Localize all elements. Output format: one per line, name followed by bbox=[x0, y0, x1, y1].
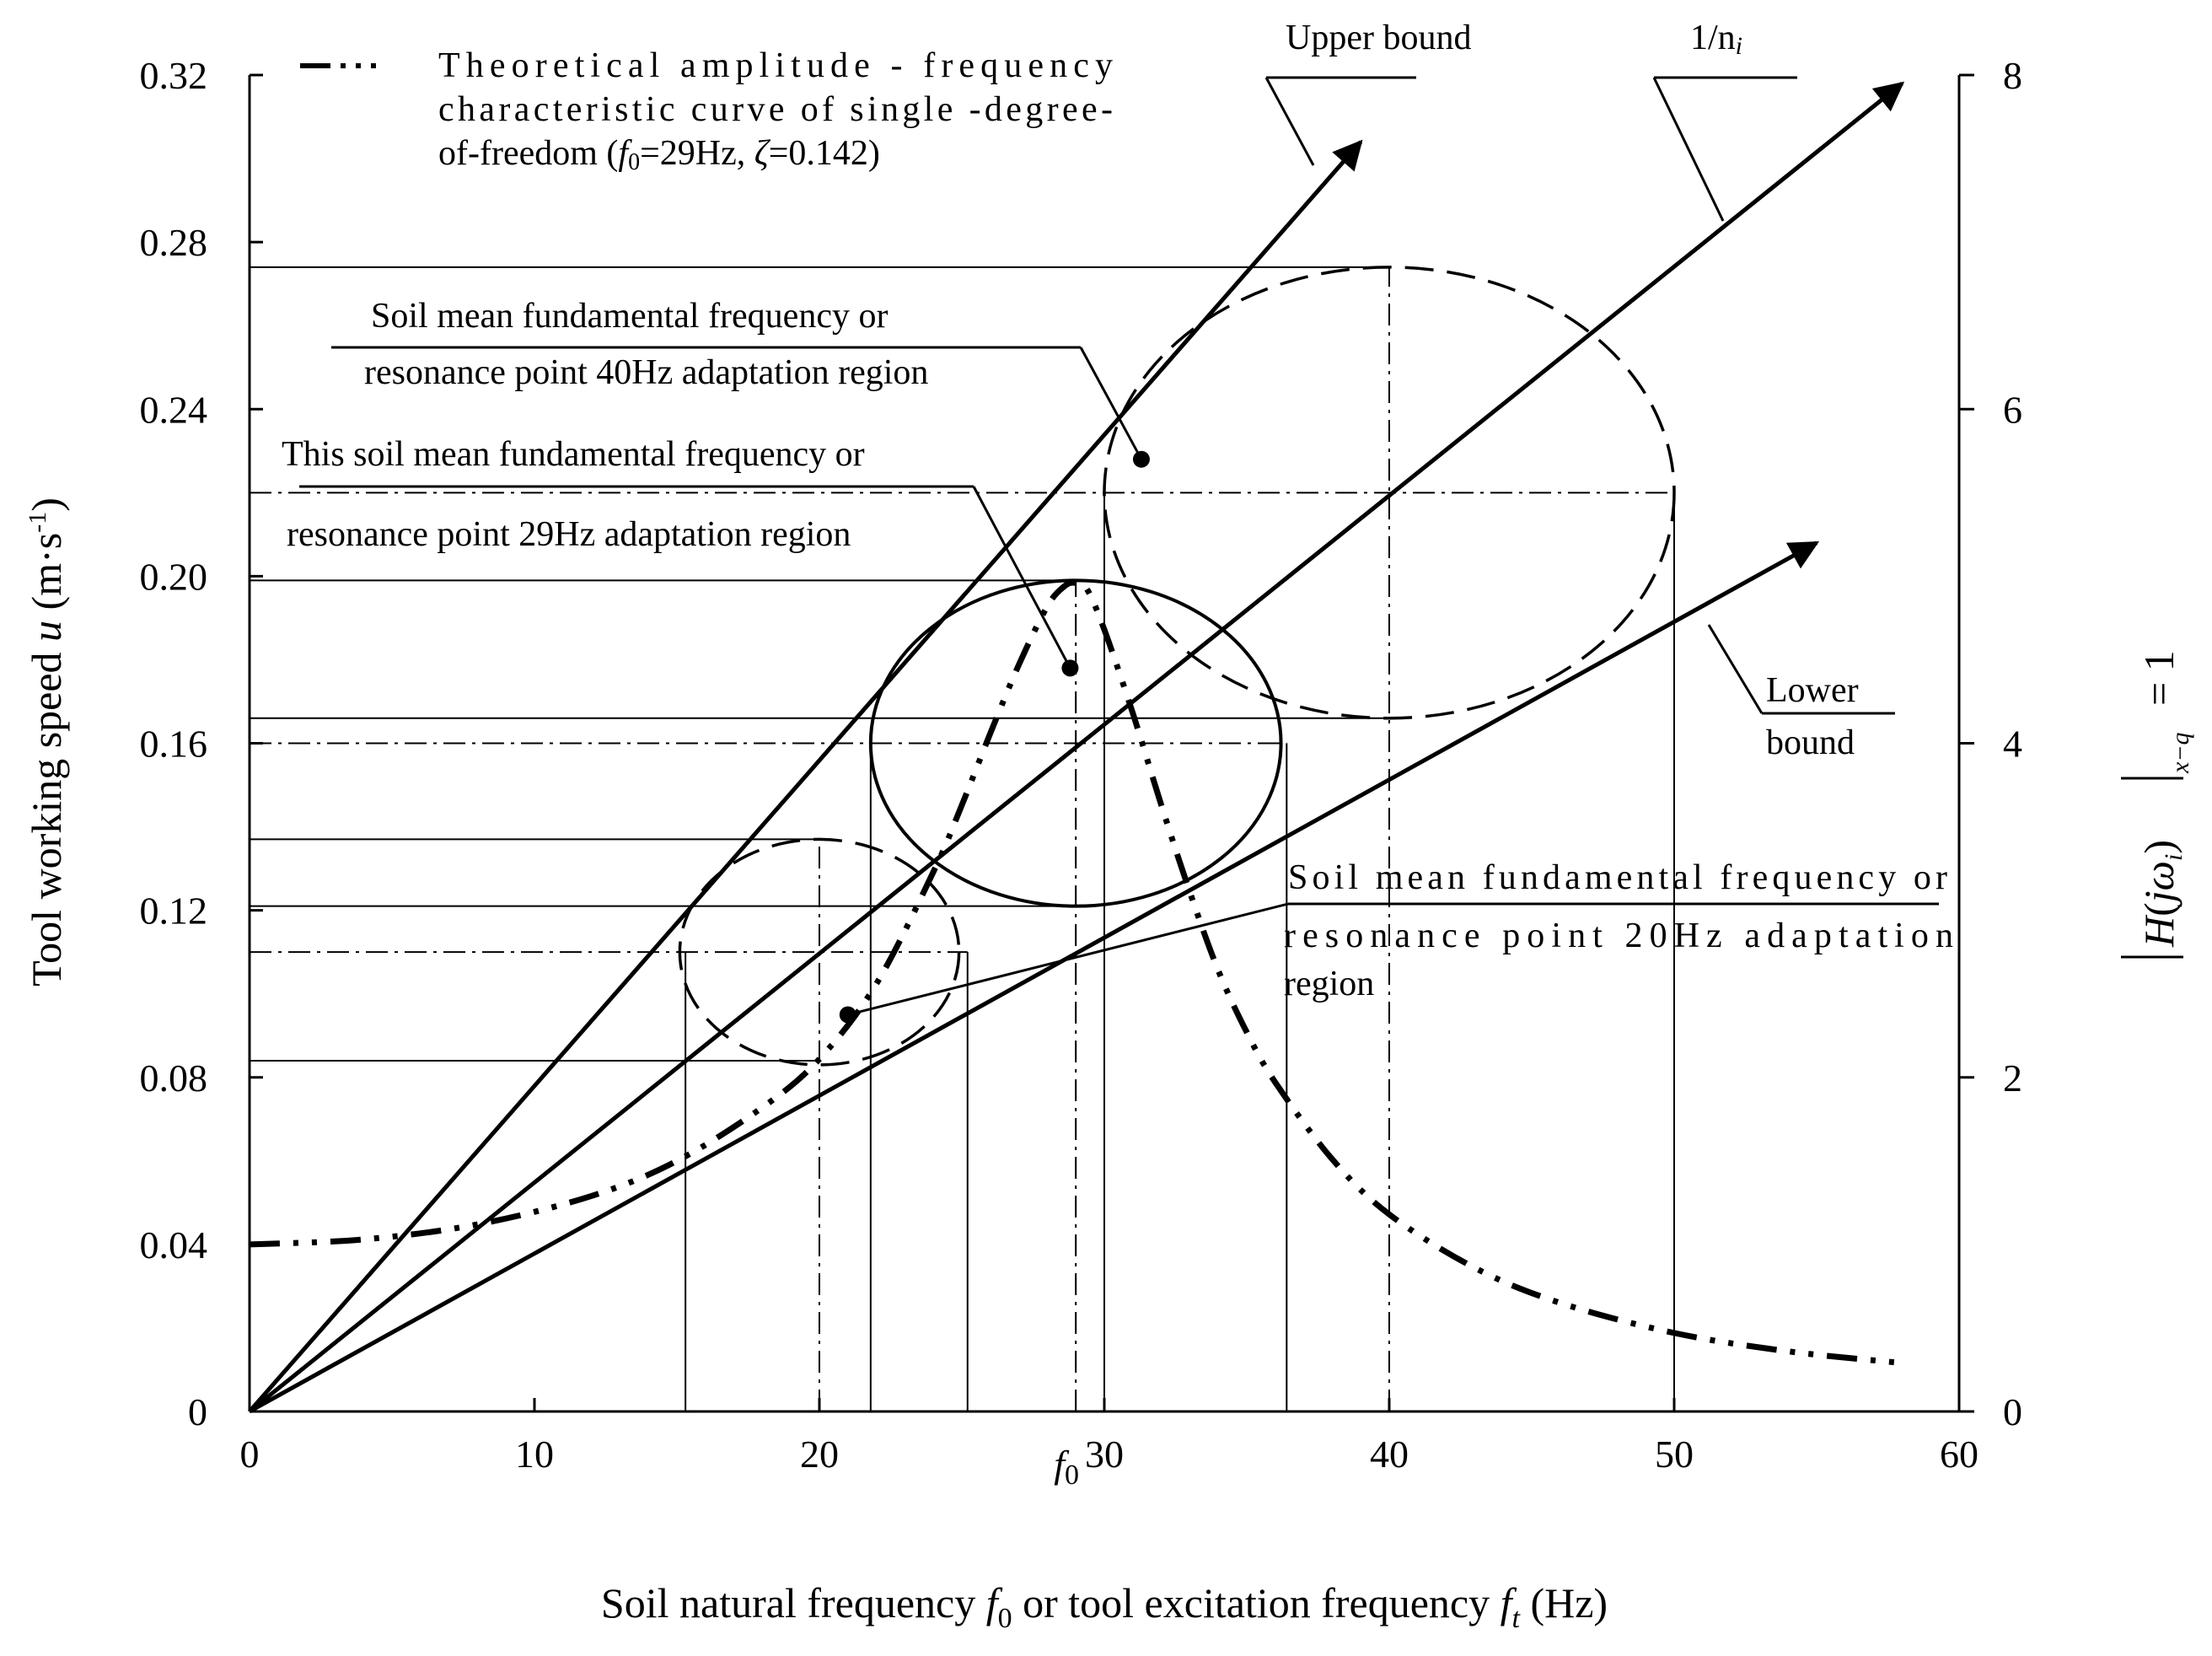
region-20hz-label-line-2: resonance point 20Hz adaptation bbox=[1284, 917, 1953, 955]
tick-layer: 0 10 20 30 40 50 6000.040.080.120.160.200.240.… bbox=[140, 54, 2023, 1491]
y-tick-label: 0.24 bbox=[140, 388, 208, 431]
inverse-ni-leader bbox=[1652, 77, 1725, 222]
y-tick-label: 0.16 bbox=[140, 723, 208, 766]
region-20hz-label-line-1: Soil mean fundamental frequency or bbox=[1288, 858, 1947, 897]
x-tick-label: 20 bbox=[800, 1433, 839, 1476]
svg-text:H(jωi): H(jωi) bbox=[2135, 840, 2188, 948]
legend-line-3: of-freedom (f0=29Hz, ζ=0.142) bbox=[438, 134, 880, 175]
region-29hz-label-line-2: resonance point 29Hz adaptation region bbox=[287, 515, 851, 554]
x-tick-label: 60 bbox=[1940, 1433, 1978, 1476]
region-pointer-leader bbox=[1079, 347, 1143, 460]
y2-tick-label: 0 bbox=[2003, 1390, 2022, 1433]
x-tick-label: 50 bbox=[1655, 1433, 1694, 1476]
region-40hz-label-line-1: Soil mean fundamental frequency or bbox=[371, 297, 888, 336]
y-tick-label: 0.12 bbox=[140, 890, 208, 933]
region-guide-lines bbox=[250, 266, 1675, 1411]
series-line-2 bbox=[248, 540, 1820, 1414]
series-line-0 bbox=[248, 139, 1363, 1413]
x-tick-label: 10 bbox=[515, 1433, 554, 1476]
y-tick-label: 0.32 bbox=[140, 54, 208, 97]
y-tick-label: 0.28 bbox=[140, 221, 208, 264]
x-tick-label: 30 bbox=[1085, 1433, 1124, 1476]
inverse-ni-label: 1/ni bbox=[1690, 19, 1742, 60]
region-ellipse bbox=[678, 837, 961, 1067]
region-40hz-label-line-2: resonance point 40Hz adaptation region bbox=[364, 353, 928, 392]
lower-bound-label-line-1: Lower bbox=[1766, 671, 1859, 710]
y-axis-title: Tool working speed u (m·s-1) bbox=[23, 497, 70, 987]
callout-layer bbox=[839, 347, 1289, 1024]
series-layer bbox=[248, 81, 1905, 1414]
region-20hz-label-line-3: region bbox=[1284, 965, 1374, 1003]
legend-line-1: Theoretical amplitude - frequency bbox=[438, 46, 1113, 85]
region-29hz-label-line-1: This soil mean fundamental frequency or bbox=[282, 435, 865, 474]
y2-tick-label: 4 bbox=[2003, 723, 2022, 766]
y2-axis-title: H(jωi) x−q = 1 bbox=[2121, 650, 2194, 959]
upper-bound-label: Upper bound bbox=[1286, 19, 1471, 57]
f0-tick-label: f0 bbox=[1054, 1443, 1079, 1491]
svg-text:= 1: = 1 bbox=[2135, 650, 2182, 706]
region-pointer-leader bbox=[847, 902, 1289, 1016]
series-labels: Upper bound 1/ni Lower bound bbox=[1264, 19, 1895, 762]
x-tick-label: 40 bbox=[1370, 1433, 1409, 1476]
x-axis-title: Soil natural frequency f0 or tool excita… bbox=[601, 1579, 1608, 1634]
upper-bound-leader bbox=[1264, 77, 1315, 166]
svg-text:x−q: x−q bbox=[2166, 732, 2194, 774]
y2-tick-label: 2 bbox=[2003, 1057, 2022, 1100]
y-tick-label: 0.20 bbox=[140, 555, 208, 598]
series-line-1 bbox=[248, 81, 1905, 1413]
y-tick-label: 0 bbox=[188, 1390, 207, 1433]
y2-tick-label: 8 bbox=[2003, 54, 2022, 97]
amplitude-frequency-curve bbox=[249, 579, 1903, 1367]
region-ellipse bbox=[1103, 266, 1676, 720]
y-tick-label: 0.08 bbox=[140, 1057, 208, 1100]
legend: Theoretical amplitude - frequency charac… bbox=[300, 46, 1113, 175]
lower-bound-label-line-2: bound bbox=[1766, 723, 1855, 762]
y-tick-label: 0.04 bbox=[140, 1223, 208, 1266]
x-tick-label: 0 bbox=[240, 1433, 260, 1476]
lower-bound-leader bbox=[1707, 624, 1764, 714]
region-labels: Soil mean fundamental frequency or reson… bbox=[282, 297, 1953, 1003]
y2-tick-label: 6 bbox=[2003, 388, 2022, 431]
legend-line-2: characteristic curve of single -degree- bbox=[438, 90, 1113, 129]
region-pointer-leader bbox=[972, 486, 1071, 669]
